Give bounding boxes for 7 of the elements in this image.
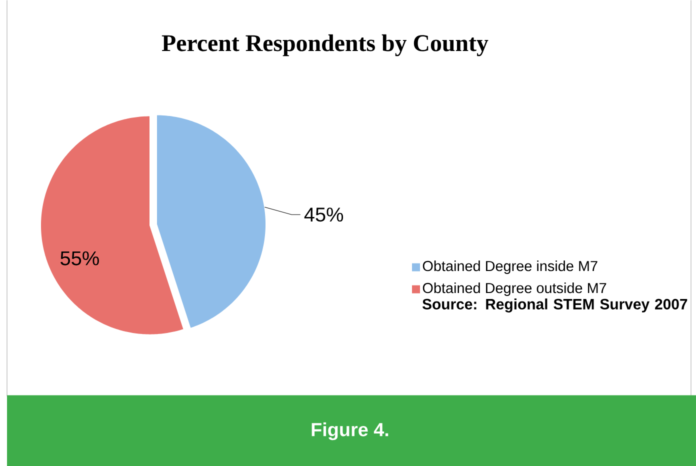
legend-label: Obtained Degree inside M7	[422, 260, 598, 274]
data-label: 45%	[304, 207, 344, 222]
data-label: 55%	[60, 251, 99, 266]
source-note: Source: Regional STEM Survey 2007	[422, 298, 688, 312]
chart-title: Percent Respondents by County	[162, 34, 488, 56]
caption: Figure 4.	[312, 422, 388, 440]
legend-label: Obtained Degree outside M7	[422, 282, 606, 296]
